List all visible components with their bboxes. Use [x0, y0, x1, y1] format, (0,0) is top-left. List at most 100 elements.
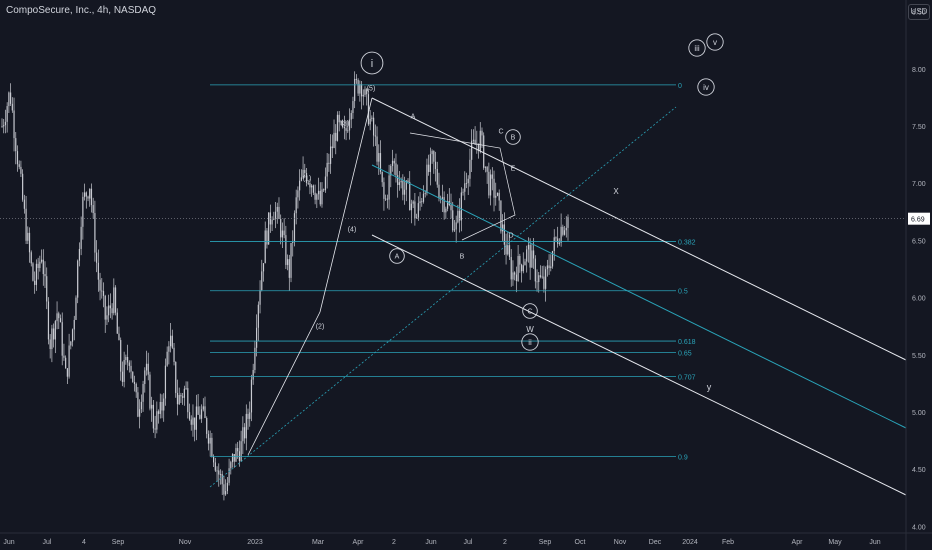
candle-body: [194, 417, 196, 430]
candle-body: [489, 174, 492, 196]
candle-body: [421, 201, 423, 203]
candle-body: [82, 196, 84, 227]
candle-body: [386, 198, 388, 200]
candle-body: [187, 388, 189, 413]
candle-body: [364, 89, 366, 95]
wave-label: (3): [341, 120, 350, 127]
candle-body: [515, 274, 517, 281]
candle-body: [109, 305, 111, 309]
candle-body: [235, 448, 237, 462]
candle-body: [496, 192, 499, 196]
candle-body: [254, 347, 256, 370]
fib-level-label: 0: [678, 83, 682, 90]
candle-body: [546, 265, 548, 270]
candle-body: [78, 248, 81, 261]
currency-badge[interactable]: USD: [908, 4, 930, 20]
wave-label: (5): [367, 85, 376, 92]
candle-body: [354, 78, 356, 102]
candle-body: [412, 201, 414, 204]
candle-body: [261, 271, 263, 291]
y-tick-label: 5.50: [912, 353, 926, 360]
candle-body: [238, 451, 241, 461]
candle-body: [23, 199, 25, 209]
candle-body: [83, 192, 86, 197]
candle-body: [329, 146, 332, 164]
candle-body: [22, 173, 24, 200]
candle-body: [180, 395, 182, 397]
candle-body: [182, 396, 184, 398]
candle-body: [243, 427, 246, 439]
candle-body: [257, 304, 259, 328]
candle-body: [527, 244, 530, 250]
candle-body: [295, 197, 297, 214]
candle-body: [68, 345, 70, 377]
candle-body: [171, 335, 173, 348]
wave-label: C: [527, 308, 532, 315]
candle-body: [299, 180, 301, 191]
candle-body: [414, 201, 416, 219]
candle-body: [135, 383, 137, 393]
candle-body: [111, 308, 113, 314]
candle-body: [1, 126, 3, 127]
candle-body: [362, 94, 364, 97]
candle-body: [520, 264, 523, 272]
candle-body: [297, 190, 299, 198]
x-tick-label: 2: [392, 539, 396, 546]
candle-body: [252, 369, 254, 380]
channel-lower-line: [371, 234, 907, 496]
candle-body: [522, 265, 524, 272]
candle-body: [507, 245, 509, 255]
candle-body: [348, 119, 351, 131]
candle-body: [426, 164, 428, 194]
candle-body: [388, 175, 390, 200]
candle-body: [66, 368, 68, 377]
candle-body: [457, 210, 459, 223]
x-tick-label: May: [828, 539, 842, 546]
candle-body: [321, 189, 323, 205]
x-tick-label: Feb: [722, 539, 734, 546]
wave-label-circle: [522, 303, 538, 319]
candle-body: [532, 250, 535, 259]
candle-body: [168, 346, 170, 352]
candle-body: [379, 153, 382, 172]
candle-body: [92, 205, 94, 214]
candle-body: [369, 118, 371, 125]
candle-body: [402, 180, 404, 195]
candle-body: [345, 128, 347, 131]
candle-body: [204, 406, 206, 419]
candle-body: [398, 182, 401, 185]
candle-body: [367, 94, 370, 125]
wave-label: (4): [348, 226, 357, 233]
candle-body: [514, 272, 516, 275]
wave-label: ii: [528, 338, 532, 347]
candle-body: [498, 192, 500, 201]
fib-level-label: 0.9: [678, 455, 688, 462]
candle-body: [455, 222, 457, 230]
candle-body: [452, 210, 454, 231]
candle-body: [338, 114, 340, 123]
candle-body: [65, 357, 67, 369]
candle-body: [512, 272, 514, 280]
candle-body: [190, 419, 192, 425]
candle-body: [192, 417, 194, 425]
candle-body: [199, 414, 201, 419]
chart-title: CompoSecure, Inc., 4h, NASDAQ: [6, 5, 157, 16]
candle-body: [20, 166, 22, 174]
candle-body: [309, 183, 311, 188]
candle-body: [195, 406, 198, 430]
candle-body: [169, 335, 172, 347]
candle-body: [75, 297, 77, 320]
candle-body: [120, 340, 122, 372]
candle-body: [90, 188, 93, 206]
candle-body: [37, 263, 39, 269]
candle-body: [529, 244, 531, 268]
candle-body: [283, 230, 285, 236]
candle-body: [443, 197, 445, 213]
candle-body: [428, 164, 430, 172]
candle-body: [288, 259, 290, 278]
candle-body: [163, 398, 165, 411]
candle-body: [300, 177, 302, 181]
wave-label: W: [526, 325, 534, 334]
candle-body: [214, 462, 216, 471]
